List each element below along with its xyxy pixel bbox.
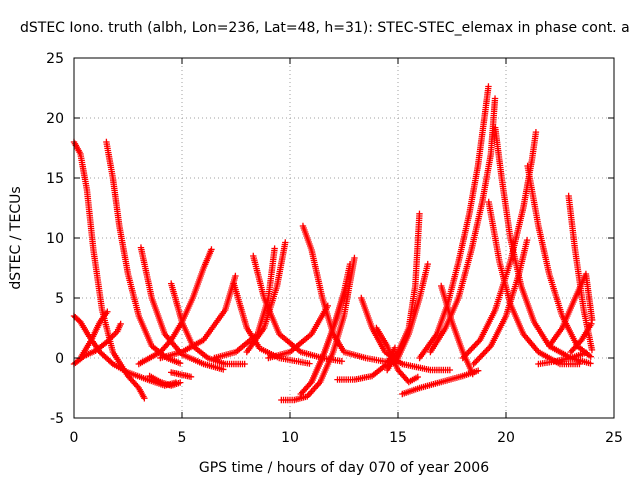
x-tick-label: 5 (178, 430, 187, 446)
data-point (232, 272, 239, 280)
data-point (176, 360, 184, 367)
data-point (485, 83, 492, 90)
axis-ticks: 0 5 10 15 20 25 -5 0 5 10 15 20 25 (46, 51, 623, 446)
data-point (306, 360, 313, 367)
data-point (108, 359, 115, 366)
y-tick-label: 0 (55, 351, 64, 367)
data-point (414, 373, 421, 381)
data-point (117, 320, 124, 328)
data-point (271, 245, 278, 252)
data-point (241, 360, 248, 368)
data-point (342, 284, 349, 292)
y-tick-label: 5 (55, 291, 64, 307)
y-axis-label: dSTEC / TECUs (8, 186, 24, 289)
data-point (141, 395, 148, 402)
data-point (582, 349, 590, 356)
data-point (424, 260, 431, 268)
data-point (282, 239, 289, 246)
data-point (324, 302, 331, 310)
x-tick-label: 20 (497, 430, 515, 446)
data-point (104, 308, 111, 315)
data-point (416, 210, 423, 217)
data-point (469, 370, 476, 378)
data-point (588, 316, 596, 324)
data-point (588, 346, 596, 354)
data-point (523, 236, 531, 244)
data-point (587, 360, 594, 367)
y-tick-label: 10 (46, 231, 64, 247)
data-point (532, 128, 540, 136)
y-tick-label: 15 (46, 171, 64, 187)
data-point (338, 358, 346, 365)
data-point (474, 367, 482, 374)
data-point (220, 366, 227, 373)
data-point (187, 373, 195, 380)
data-point (346, 260, 354, 268)
x-axis-label: GPS time / hours of day 070 of year 2006 (199, 460, 489, 476)
data-point (177, 379, 184, 386)
data-points (70, 83, 596, 404)
data-point (351, 254, 358, 262)
data-point (208, 246, 215, 253)
x-tick-label: 25 (605, 430, 623, 446)
x-tick-label: 10 (281, 430, 299, 446)
y-tick-label: -5 (50, 411, 64, 427)
y-tick-label: 25 (46, 51, 64, 67)
x-tick-label: 15 (389, 430, 407, 446)
chart-title: dSTEC Iono. truth (albh, Lon=236, Lat=48… (20, 20, 630, 36)
data-point (446, 366, 454, 374)
y-tick-label: 20 (46, 111, 64, 127)
data-point (588, 320, 595, 327)
data-point (587, 353, 594, 360)
x-tick-label: 0 (70, 430, 79, 446)
data-point (491, 95, 499, 102)
